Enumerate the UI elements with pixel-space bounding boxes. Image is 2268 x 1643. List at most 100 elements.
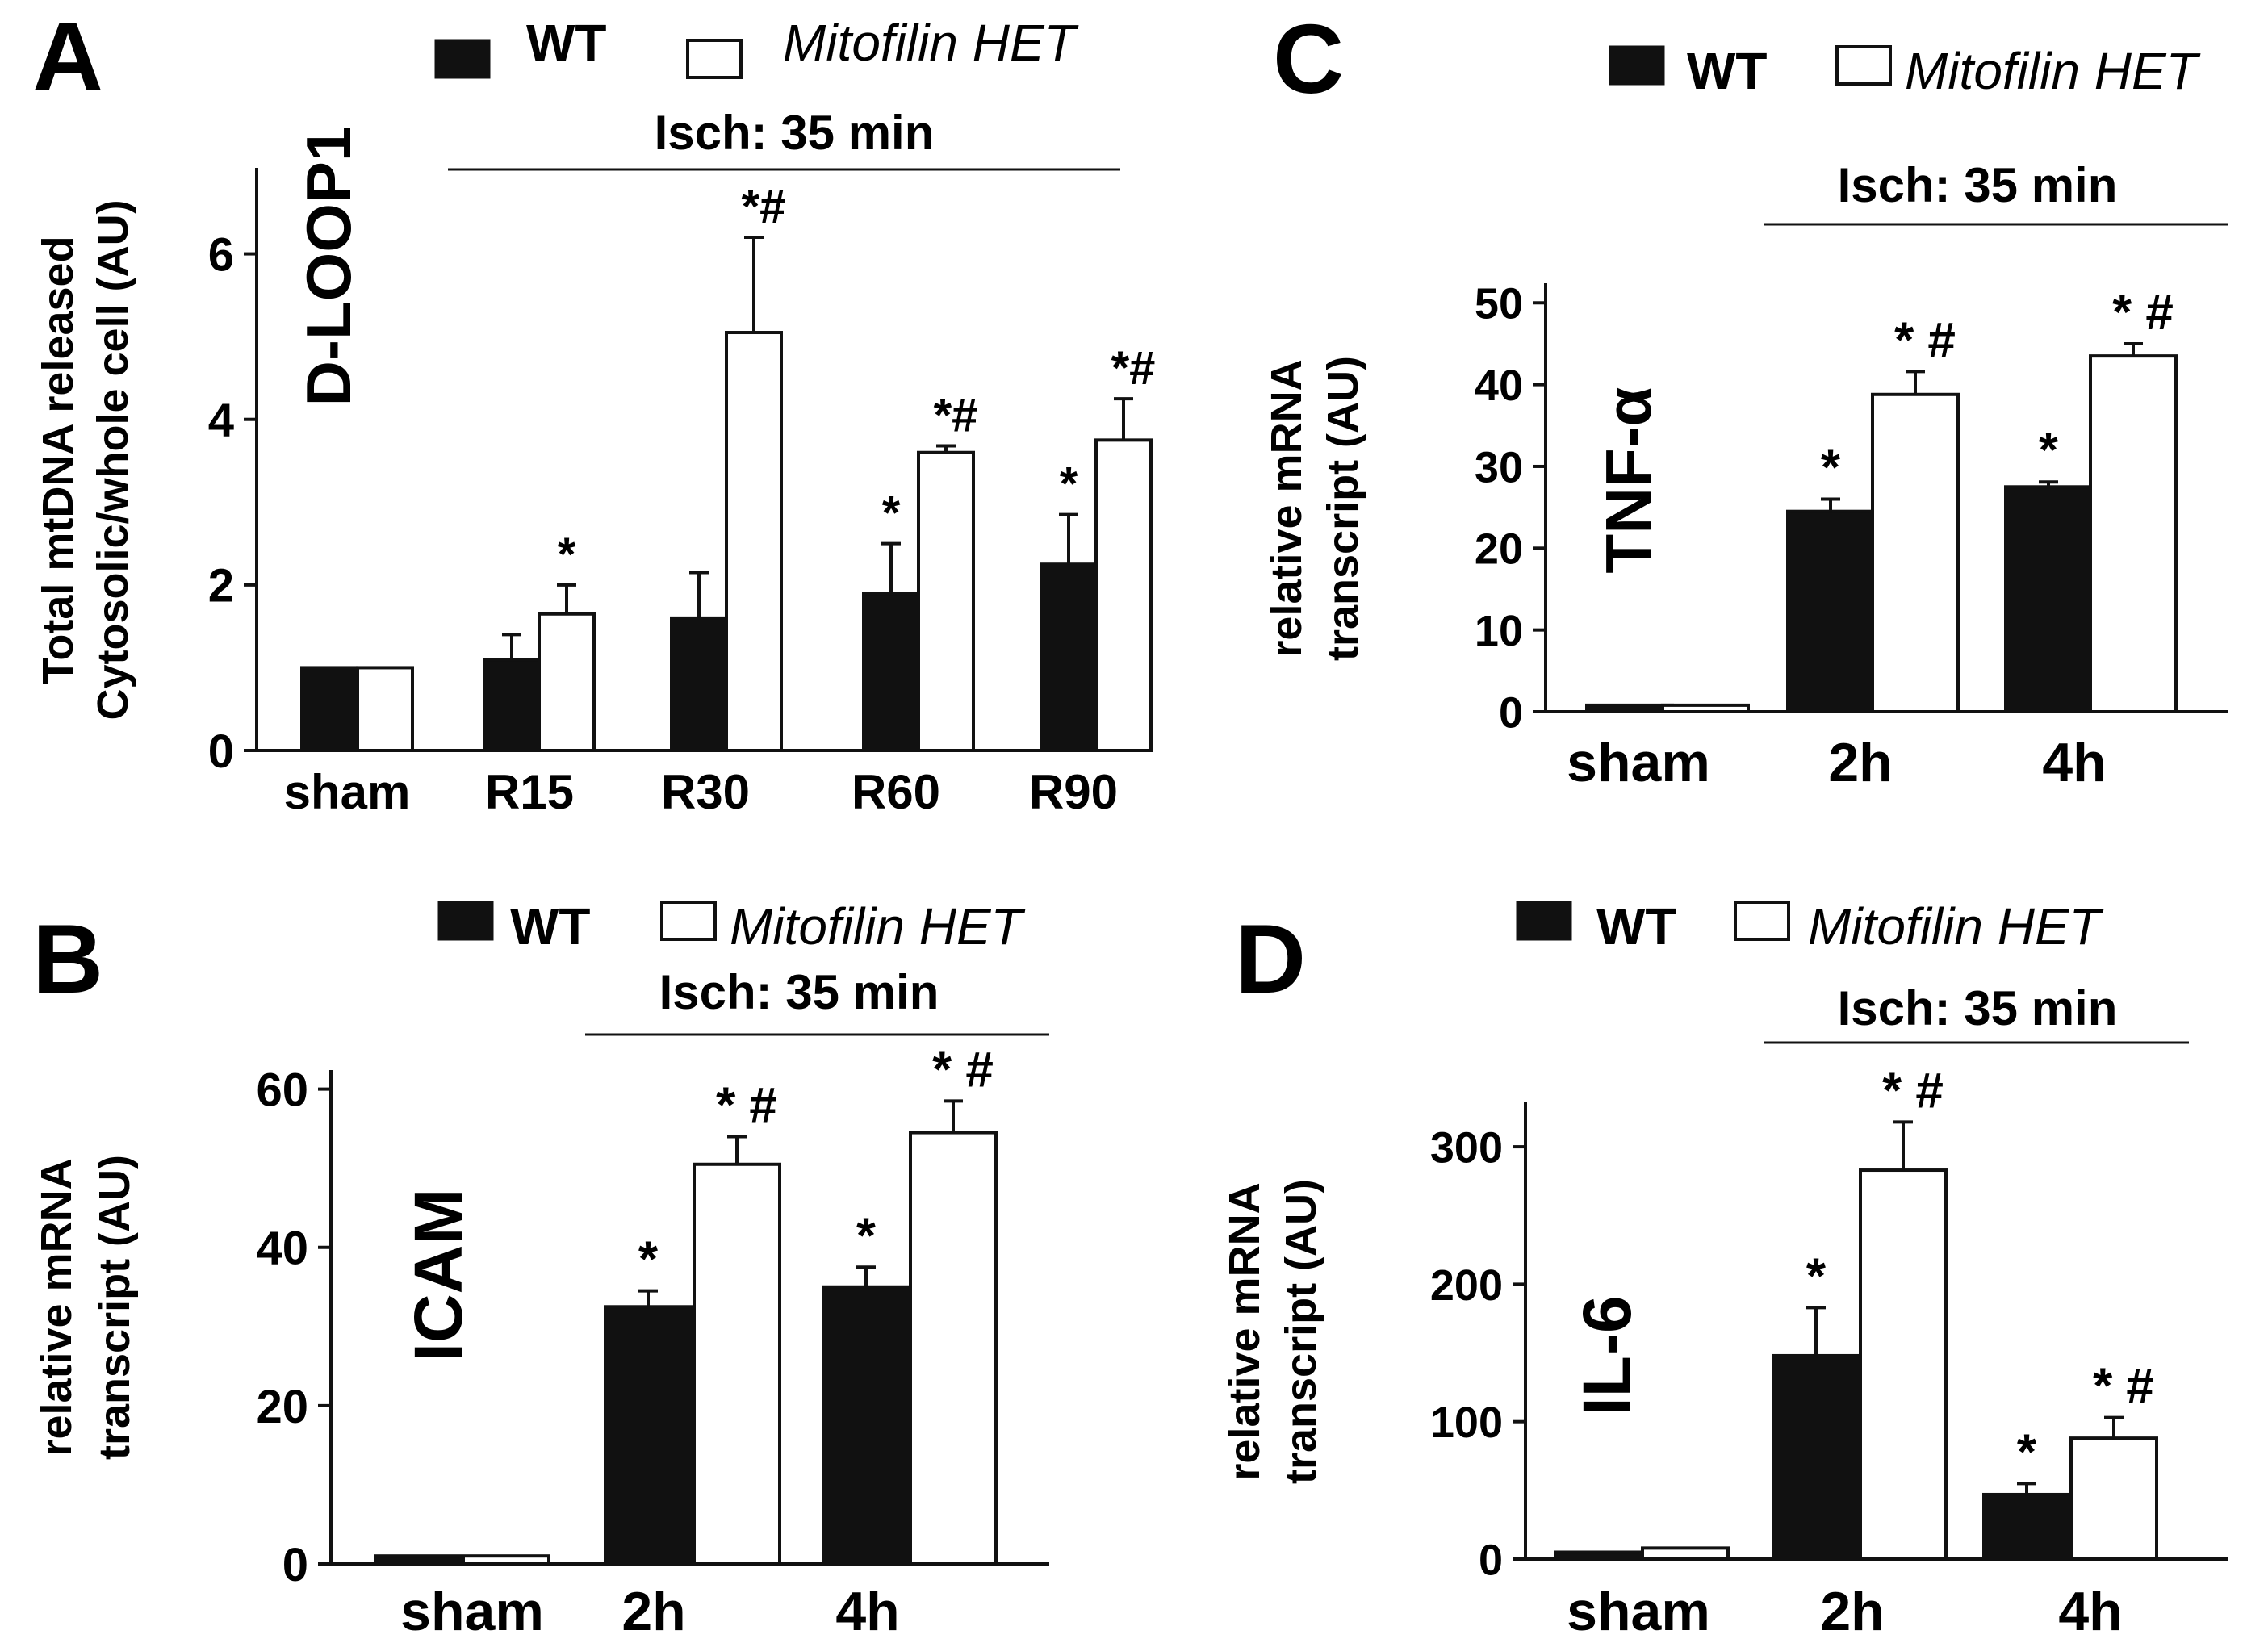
y-tick-label: 200 bbox=[1430, 1261, 1503, 1310]
legend-wt-label: WT bbox=[510, 897, 591, 955]
bar-wt bbox=[670, 616, 728, 753]
significance-mark: * bbox=[2039, 423, 2059, 479]
significance-mark: * bbox=[1821, 441, 1841, 496]
significance-mark: * bbox=[1060, 458, 1078, 511]
panel-d: D WT Mitofilin HET Isch: 35 min 0 100 200 300 re… bbox=[1220, 897, 2228, 1642]
y-tick-label: 0 bbox=[208, 725, 234, 778]
x-tick-label: sham bbox=[284, 765, 411, 819]
y-axis-label-line1: relative mRNA bbox=[32, 1158, 81, 1456]
y-tick-label: 50 bbox=[1475, 280, 1523, 328]
chart-title: IL-6 bbox=[1569, 1295, 1645, 1415]
significance-mark: * # bbox=[1894, 312, 1956, 368]
isch-label: Isch: 35 min bbox=[1838, 158, 2118, 212]
legend-het-label: Mitofilin HET bbox=[783, 14, 1079, 72]
y-axis-label-line1: relative mRNA bbox=[1220, 1182, 1269, 1480]
x-tick-label: sham bbox=[1567, 1581, 1710, 1642]
bar-wt bbox=[1772, 1353, 1860, 1561]
significance-mark: *# bbox=[742, 181, 786, 233]
legend-het-swatch bbox=[686, 39, 743, 79]
bar-het bbox=[2069, 1436, 2158, 1561]
panel-c: C WT Mitofilin HET Isch: 35 min 0 10 20 30 40 50 r… bbox=[1262, 4, 2228, 793]
y-tick-label: 100 bbox=[1430, 1398, 1503, 1447]
legend-het-swatch bbox=[1835, 45, 1892, 86]
legend: WT Mitofilin HET bbox=[437, 897, 1026, 955]
significance-mark: * bbox=[882, 487, 901, 540]
x-tick-label: R90 bbox=[1029, 765, 1118, 819]
bar-wt bbox=[604, 1305, 693, 1566]
bar-het bbox=[917, 450, 975, 752]
y-axis-label-line2: transcript (AU) bbox=[90, 1155, 139, 1460]
bar-het bbox=[1641, 1546, 1730, 1561]
y-tick-label: 30 bbox=[1475, 443, 1523, 491]
y-tick-label: 40 bbox=[256, 1223, 308, 1275]
y-tick-label: 10 bbox=[1475, 607, 1523, 655]
isch-label: Isch: 35 min bbox=[655, 106, 935, 160]
bar-het bbox=[2089, 354, 2178, 713]
legend-wt-swatch bbox=[1609, 45, 1665, 86]
legend-wt-swatch bbox=[434, 39, 491, 79]
y-tick-label: 0 bbox=[1499, 688, 1523, 737]
legend-het-label: Mitofilin HET bbox=[1808, 897, 2104, 955]
x-tick-label: R15 bbox=[485, 765, 574, 819]
bar-wt bbox=[1554, 1550, 1642, 1561]
legend-wt-swatch bbox=[1516, 901, 1572, 941]
bar-het bbox=[1859, 1168, 1948, 1561]
x-tick-label: sham bbox=[400, 1581, 544, 1642]
x-tick-label: sham bbox=[1567, 732, 1710, 793]
y-tick-label: 20 bbox=[1475, 525, 1523, 574]
legend: WT Mitofilin HET bbox=[1609, 42, 2201, 100]
x-tick-label: R30 bbox=[661, 765, 750, 819]
chart-title: D-LOOP1 bbox=[293, 127, 364, 407]
panel-letter: C bbox=[1273, 4, 1344, 114]
significance-mark: * # bbox=[932, 1042, 994, 1097]
significance-mark: * bbox=[558, 529, 576, 581]
significance-mark: * # bbox=[2112, 285, 2174, 341]
panel-a: A WT Mitofilin HET Isch: 35 min 0 2 4 6 Total mt… bbox=[32, 2, 1155, 819]
y-tick-label: 6 bbox=[208, 228, 234, 281]
y-axis-label-line2: transcript (AU) bbox=[1277, 1179, 1325, 1484]
panel-letter: A bbox=[32, 2, 103, 111]
x-tick-label: R60 bbox=[852, 765, 940, 819]
legend-het-swatch bbox=[660, 901, 717, 941]
legend: WT Mitofilin HET bbox=[1516, 897, 2104, 955]
significance-mark: * bbox=[638, 1232, 659, 1288]
significance-mark: *# bbox=[934, 390, 978, 442]
isch-label: Isch: 35 min bbox=[1838, 981, 2118, 1035]
x-tick-label: 4h bbox=[2058, 1581, 2122, 1642]
bar-het bbox=[1661, 703, 1750, 714]
y-tick-label: 2 bbox=[208, 560, 234, 612]
bar-wt bbox=[483, 658, 541, 753]
legend-het-label: Mitofilin HET bbox=[1905, 42, 2201, 100]
chart-title: ICAM bbox=[400, 1189, 476, 1362]
y-axis-label-line1: relative mRNA bbox=[1262, 359, 1311, 657]
y-tick-label: 0 bbox=[1479, 1536, 1503, 1584]
significance-mark: * bbox=[856, 1208, 877, 1264]
legend-wt-swatch bbox=[437, 901, 494, 941]
bar-het bbox=[725, 331, 783, 752]
bar-wt bbox=[822, 1285, 910, 1566]
bar-het bbox=[538, 612, 596, 752]
x-tick-label: 4h bbox=[835, 1581, 899, 1642]
bar-wt bbox=[2004, 485, 2093, 714]
chart-title: TNF-α bbox=[1592, 387, 1664, 573]
bar-het bbox=[1094, 438, 1153, 752]
significance-mark: * # bbox=[2093, 1359, 2154, 1415]
bar-het bbox=[693, 1162, 781, 1566]
legend-het-label: Mitofilin HET bbox=[730, 897, 1026, 955]
x-tick-label: 2h bbox=[1828, 732, 1892, 793]
bar-het bbox=[909, 1131, 998, 1566]
y-axis-label-line2: Cytosolic/whole cell (AU) bbox=[89, 199, 137, 720]
bar-wt bbox=[1786, 509, 1875, 713]
significance-mark: * bbox=[1806, 1248, 1827, 1304]
legend-het-swatch bbox=[1734, 901, 1790, 941]
bar-het bbox=[356, 666, 414, 753]
bar-wt bbox=[300, 666, 358, 753]
bar-het bbox=[462, 1554, 550, 1566]
significance-mark: * # bbox=[1882, 1063, 1944, 1118]
legend: WT Mitofilin HET bbox=[434, 14, 1079, 79]
isch-label: Isch: 35 min bbox=[659, 965, 939, 1019]
bar-wt bbox=[374, 1554, 462, 1566]
bar-wt bbox=[1040, 562, 1098, 753]
bar-wt bbox=[1982, 1492, 2071, 1561]
